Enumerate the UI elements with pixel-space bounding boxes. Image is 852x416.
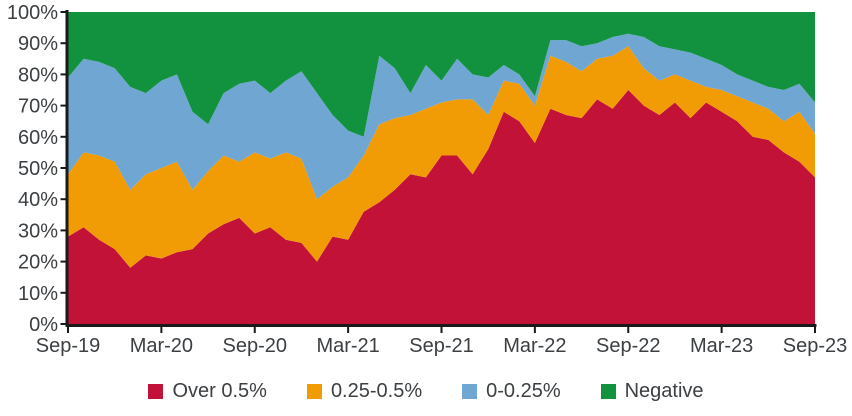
y-axis-labels: 0% 10% 20% 30% 40% 50% 60% 70% 80% 90% 100% bbox=[7, 2, 58, 336]
legend-label: Over 0.5% bbox=[172, 380, 267, 402]
area-0-25-0-5- bbox=[68, 46, 815, 268]
y-tick bbox=[60, 229, 67, 232]
legend-label: Negative bbox=[624, 380, 704, 402]
y-tick bbox=[60, 198, 67, 201]
y-tick-label: 20% bbox=[18, 252, 58, 274]
legend-item-over-0-5-: Over 0.5% bbox=[148, 380, 267, 403]
x-tick-label: Mar-23 bbox=[690, 335, 753, 357]
x-tick bbox=[533, 327, 536, 333]
legend-swatch bbox=[462, 384, 478, 399]
x-tick bbox=[720, 327, 723, 333]
y-tick bbox=[60, 73, 67, 76]
x-tick bbox=[67, 327, 69, 333]
area-negative bbox=[68, 12, 815, 137]
x-tick bbox=[814, 327, 816, 333]
chart-areas bbox=[68, 12, 815, 324]
x-tick-label: Sep-23 bbox=[783, 335, 848, 357]
y-tick bbox=[60, 260, 67, 263]
y-tick-label: 80% bbox=[18, 64, 58, 86]
legend-swatch bbox=[306, 384, 322, 399]
chart-legend: Over 0.5% 0.25-0.5% 0-0.25% Negative bbox=[0, 380, 852, 403]
legend-item-0-0-25-: 0-0.25% bbox=[462, 380, 561, 403]
x-axis-line bbox=[65, 324, 817, 327]
y-tick bbox=[60, 104, 67, 107]
y-tick-label: 60% bbox=[18, 127, 58, 149]
y-tick bbox=[60, 42, 67, 45]
chart-axes bbox=[60, 10, 817, 333]
y-tick-label: 40% bbox=[18, 189, 58, 211]
x-tick bbox=[347, 327, 350, 333]
x-tick bbox=[627, 327, 630, 333]
x-tick-label: Mar-22 bbox=[503, 335, 566, 357]
area-0-0-25- bbox=[68, 33, 815, 200]
legend-label: 0.25-0.5% bbox=[330, 380, 423, 402]
legend-label: 0-0.25% bbox=[486, 380, 561, 402]
y-tick-label: 30% bbox=[18, 220, 58, 242]
y-tick-label: 0% bbox=[29, 314, 58, 336]
y-tick-label: 100% bbox=[7, 2, 58, 24]
x-tick-label: Sep-19 bbox=[36, 335, 101, 357]
area-over-0-5- bbox=[68, 90, 815, 324]
legend-swatch bbox=[600, 384, 616, 399]
x-tick bbox=[253, 327, 256, 333]
x-tick-label: Mar-21 bbox=[316, 335, 379, 357]
y-axis-line bbox=[65, 10, 69, 327]
y-tick-label: 70% bbox=[18, 96, 58, 118]
x-tick-label: Sep-22 bbox=[596, 335, 661, 357]
legend-swatch bbox=[148, 384, 164, 399]
y-tick bbox=[60, 11, 67, 13]
y-tick-label: 90% bbox=[18, 33, 58, 55]
y-tick-label: 10% bbox=[18, 283, 58, 305]
y-tick bbox=[60, 167, 67, 169]
y-tick bbox=[60, 135, 67, 138]
y-tick bbox=[60, 291, 67, 294]
y-tick bbox=[60, 323, 67, 325]
x-tick-label: Mar-20 bbox=[130, 335, 193, 357]
legend-item-negative: Negative bbox=[600, 380, 704, 403]
x-tick-label: Sep-20 bbox=[223, 335, 288, 357]
legend-item-0-25-0-5-: 0.25-0.5% bbox=[306, 380, 423, 403]
x-tick-label: Sep-21 bbox=[409, 335, 474, 357]
y-tick-label: 50% bbox=[18, 158, 58, 180]
x-tick bbox=[160, 327, 163, 333]
x-tick bbox=[440, 327, 443, 333]
x-axis-labels: Sep-19 Mar-20 Sep-20 Mar-21 Sep-21 Mar-22 Sep-… bbox=[36, 335, 848, 357]
